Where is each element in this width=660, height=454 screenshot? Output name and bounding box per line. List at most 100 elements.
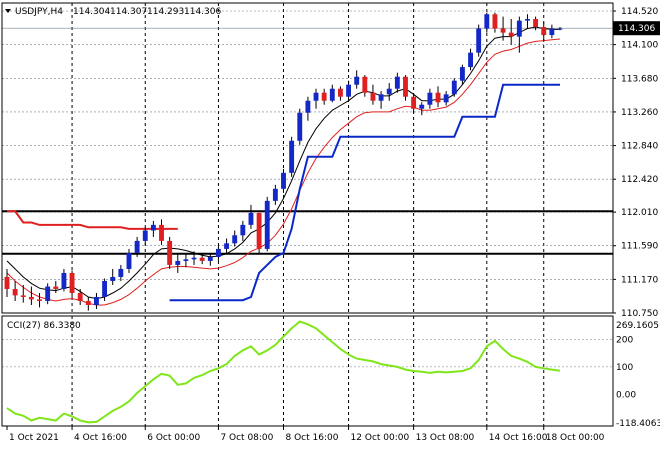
price-axis: 114.520 114.100 113.680 113.260 112.840 112.4…	[613, 7, 658, 319]
indicator-lines	[6, 26, 561, 306]
candle-body	[183, 259, 189, 261]
candle-body	[77, 292, 83, 301]
time-tick-label: 4 Oct 16:00	[74, 433, 127, 443]
candle	[484, 12, 490, 33]
candle-body	[484, 14, 490, 29]
cci-tick-label: -118.4063	[616, 419, 660, 429]
high-value: 114.307	[110, 7, 147, 17]
candle-body	[224, 243, 230, 249]
candle	[354, 70, 360, 89]
candle-body	[240, 224, 246, 236]
candle-body	[216, 248, 221, 257]
candle-body	[118, 268, 124, 277]
candle	[427, 88, 433, 109]
candle	[459, 64, 465, 85]
price-tick-label: 113.680	[621, 74, 658, 84]
candle-body	[533, 19, 539, 28]
candle	[362, 75, 368, 97]
candle	[468, 48, 473, 71]
candle-body	[419, 104, 425, 109]
candle	[305, 96, 311, 121]
candle-body	[142, 230, 148, 241]
candle-body	[435, 92, 441, 103]
candle	[394, 72, 400, 93]
candle	[378, 91, 384, 109]
price-tick-label: 114.100	[621, 41, 658, 51]
candle	[281, 168, 286, 193]
candle	[37, 292, 42, 308]
candle-body	[126, 252, 132, 269]
candle-body	[110, 276, 116, 281]
candle	[549, 24, 555, 39]
candle	[256, 212, 262, 253]
price-tick-label: 112.420	[621, 175, 658, 185]
cci-tick-label: 269.1605	[616, 321, 659, 331]
candle	[216, 244, 221, 261]
candle	[411, 94, 417, 113]
candles	[4, 12, 563, 311]
candle-body	[102, 280, 108, 297]
time-tick-label: 8 Oct 16:00	[286, 433, 339, 443]
price-panel-frame	[1, 2, 614, 314]
candle	[321, 88, 327, 105]
candle-body	[94, 296, 99, 305]
cci-line	[6, 320, 561, 424]
candle	[28, 286, 34, 305]
candle	[508, 19, 514, 45]
candle-body	[321, 92, 327, 101]
candle-body	[69, 272, 75, 293]
candle	[118, 264, 124, 281]
candle-body	[492, 14, 498, 29]
candle	[451, 78, 457, 97]
chart-header: USDJPY,H4 114.304 114.307 114.293 114.30…	[5, 7, 221, 17]
candle	[248, 204, 254, 229]
candle-body	[394, 76, 400, 89]
candle	[443, 91, 449, 106]
candle-body	[4, 276, 10, 289]
candle	[329, 84, 335, 103]
candle	[45, 283, 51, 305]
candle-body	[264, 200, 270, 249]
candle	[232, 230, 238, 247]
cci-title: CCI(27) 86.3380	[7, 321, 81, 331]
candle	[403, 75, 408, 101]
candle-body	[525, 19, 530, 21]
candle	[492, 12, 498, 33]
candle-body	[541, 27, 547, 36]
candle	[500, 16, 506, 41]
candle	[150, 220, 156, 237]
price-tick-label: 114.520	[621, 7, 658, 17]
candle	[191, 251, 197, 265]
low-value: 114.293	[147, 7, 184, 17]
cci-panel-frame	[1, 315, 614, 427]
candle	[207, 252, 213, 266]
candle	[61, 268, 67, 292]
candle-body	[305, 100, 311, 113]
candle-body	[362, 76, 368, 93]
time-tick-label: 12 Oct 00:00	[351, 433, 410, 443]
candle	[12, 280, 18, 301]
candle-body	[37, 299, 42, 301]
candle	[175, 254, 181, 273]
candle-body	[175, 260, 181, 265]
time-tick-label: 1 Oct 2021	[9, 433, 59, 443]
candle-body	[248, 212, 254, 225]
candle	[69, 270, 75, 297]
candle	[435, 86, 441, 108]
candle	[110, 268, 116, 285]
candle-body	[150, 224, 156, 231]
line-trail_stop_down	[7, 210, 178, 230]
candle	[224, 238, 230, 255]
cci-lines	[6, 320, 561, 424]
candle-body	[28, 296, 34, 300]
candle-body	[199, 257, 205, 261]
symbol-label: USDJPY,H4	[15, 7, 63, 17]
candle-body	[386, 88, 392, 95]
candle	[533, 16, 539, 31]
candle	[142, 227, 148, 245]
candle-body	[134, 240, 140, 253]
candle-body	[159, 224, 164, 241]
candle-body	[289, 140, 295, 173]
dropdown-triangle-icon[interactable]	[5, 9, 11, 13]
